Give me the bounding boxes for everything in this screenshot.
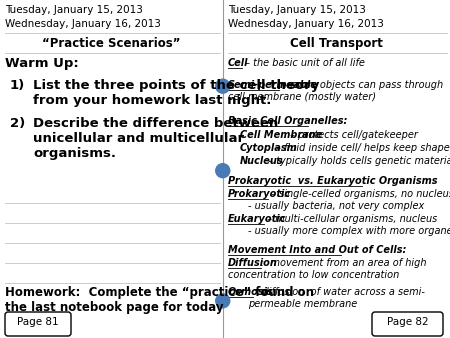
- Text: – single-celled organisms, no nucleus: – single-celled organisms, no nucleus: [268, 189, 450, 199]
- Text: Wednesday, January 16, 2013: Wednesday, January 16, 2013: [5, 19, 161, 29]
- Text: Warm Up:: Warm Up:: [5, 57, 79, 70]
- Text: – the basic unit of all life: – the basic unit of all life: [242, 58, 365, 68]
- Text: – typically holds cells genetic material: – typically holds cells genetic material: [265, 156, 450, 166]
- Text: Diffusion: Diffusion: [228, 258, 278, 268]
- Text: 1): 1): [10, 79, 25, 92]
- Text: Nucleus: Nucleus: [240, 156, 284, 166]
- Text: - usually more complex with more organelles: - usually more complex with more organel…: [248, 226, 450, 236]
- Text: permeable membrane: permeable membrane: [248, 299, 357, 309]
- Text: Cell Transport: Cell Transport: [290, 37, 383, 50]
- Text: – some objects can pass through: – some objects can pass through: [279, 80, 443, 90]
- Text: - usually bacteria, not very complex: - usually bacteria, not very complex: [248, 201, 424, 211]
- FancyBboxPatch shape: [5, 312, 71, 336]
- Text: Semi-permeable: Semi-permeable: [228, 80, 318, 90]
- Text: Describe the difference between
unicellular and multicellular
organisms.: Describe the difference between unicellu…: [33, 117, 278, 160]
- Text: Osmosis: Osmosis: [228, 287, 274, 297]
- Text: Cell: Cell: [228, 58, 248, 68]
- Text: “Practice Scenarios”: “Practice Scenarios”: [42, 37, 180, 50]
- Text: Tuesday, January 15, 2013: Tuesday, January 15, 2013: [5, 5, 143, 15]
- Text: 2): 2): [10, 117, 25, 130]
- Text: Page 81: Page 81: [17, 317, 59, 327]
- Circle shape: [216, 294, 230, 308]
- Circle shape: [216, 79, 230, 93]
- Text: – multi-cellular organisms, nucleus: – multi-cellular organisms, nucleus: [264, 214, 437, 224]
- Text: Cytoplasm: Cytoplasm: [240, 143, 297, 153]
- FancyBboxPatch shape: [372, 312, 443, 336]
- Text: Page 82: Page 82: [387, 317, 429, 327]
- Text: Basic Cell Organelles:: Basic Cell Organelles:: [228, 116, 347, 126]
- Text: – fluid inside cell/ helps keep shape: – fluid inside cell/ helps keep shape: [273, 143, 449, 153]
- Text: cell membrane (mostly water): cell membrane (mostly water): [228, 92, 376, 102]
- Text: List the three points of the cell theory
from your homework last night.: List the three points of the cell theory…: [33, 79, 320, 107]
- Circle shape: [216, 164, 230, 178]
- Text: :  diffusion  of water across a semi-: : diffusion of water across a semi-: [253, 287, 425, 297]
- Text: – protects cell/gatekeeper: – protects cell/gatekeeper: [287, 130, 418, 140]
- Text: Prokaryotic: Prokaryotic: [228, 189, 291, 199]
- Text: Cell Membrane: Cell Membrane: [240, 130, 322, 140]
- Text: Eukaryotic: Eukaryotic: [228, 214, 286, 224]
- Text: Movement Into and Out of Cells:: Movement Into and Out of Cells:: [228, 245, 406, 255]
- Text: Tuesday, January 15, 2013: Tuesday, January 15, 2013: [228, 5, 365, 15]
- Text: :  movement from an area of high: : movement from an area of high: [261, 258, 426, 268]
- Text: Homework:  Complete the “practice” found on
the last notebook page for today: Homework: Complete the “practice” found …: [5, 286, 314, 314]
- Text: Wednesday, January 16, 2013: Wednesday, January 16, 2013: [228, 19, 383, 29]
- Text: concentration to low concentration: concentration to low concentration: [228, 270, 399, 280]
- Text: Prokaryotic  vs. Eukaryotic Organisms: Prokaryotic vs. Eukaryotic Organisms: [228, 176, 437, 186]
